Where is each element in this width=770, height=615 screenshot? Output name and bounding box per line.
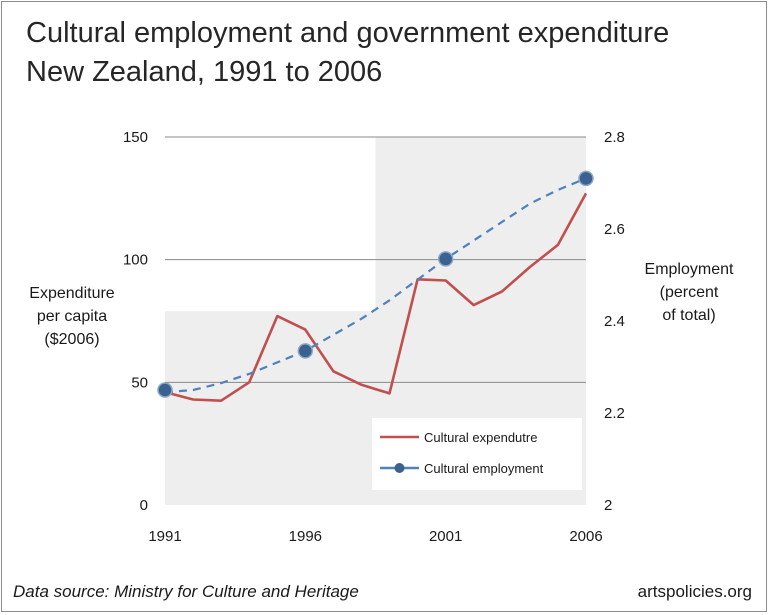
chart-title-line-2: New Zealand, 1991 to 2006 bbox=[26, 56, 383, 88]
legend-swatch-employment-marker bbox=[394, 463, 405, 473]
y-right-tick-label: 2.4 bbox=[604, 313, 625, 330]
y-axis-right-label-line-2: (percent bbox=[659, 284, 719, 301]
y-right-tick-label: 2.6 bbox=[604, 221, 625, 238]
chart-title: Cultural employment and government expen… bbox=[26, 14, 669, 92]
y-left-tick-label: 0 bbox=[140, 497, 148, 514]
y-axis-left-label-line-1: Expenditure bbox=[29, 285, 115, 302]
y-axis-left-label-line-2: per capita bbox=[36, 308, 108, 325]
legend: Cultural expendutre Cultural employment bbox=[372, 418, 582, 490]
shaded-region-1 bbox=[165, 311, 376, 505]
x-tick-label: 2006 bbox=[569, 528, 602, 545]
credit-text: artspolicies.org bbox=[637, 582, 752, 601]
legend-label-employment: Cultural employment bbox=[424, 461, 544, 476]
y-axis-left-label-line-3: ($2006) bbox=[44, 331, 100, 348]
legend-box bbox=[372, 418, 582, 490]
employment-marker-2001 bbox=[437, 251, 454, 267]
employment-marker-1996 bbox=[297, 343, 314, 359]
chart-title-line-1: Cultural employment and government expen… bbox=[26, 17, 670, 49]
series-line-cultural-expenditure bbox=[164, 192, 588, 403]
y-left-tick-label: 100 bbox=[123, 252, 148, 269]
y-right-tick-label: 2.8 bbox=[604, 129, 625, 146]
y-left-tick-label: 150 bbox=[123, 129, 148, 146]
y-axis-right-label-line-1: Employment bbox=[644, 261, 734, 278]
series-line-cultural-employment bbox=[164, 177, 587, 394]
y-axis-left-label: Expenditure per capita ($2006) bbox=[18, 282, 126, 351]
y-axis-right-label: Employment (percent of total) bbox=[630, 258, 748, 327]
x-tick-label: 2001 bbox=[429, 528, 462, 545]
x-tick-label: 1991 bbox=[148, 528, 181, 545]
legend-label-expenditure: Cultural expendutre bbox=[424, 430, 537, 445]
y-right-tick-label: 2.2 bbox=[604, 405, 625, 422]
x-tick-label: 1996 bbox=[289, 528, 322, 545]
y-right-tick-label: 2 bbox=[604, 497, 612, 514]
employment-marker-1991 bbox=[157, 382, 173, 398]
employment-marker-2006 bbox=[578, 170, 594, 187]
y-left-tick-label: 50 bbox=[131, 374, 148, 391]
data-source-note: Data source: Ministry for Culture and He… bbox=[13, 582, 359, 601]
y-axis-right-label-line-3: of total) bbox=[662, 307, 716, 324]
